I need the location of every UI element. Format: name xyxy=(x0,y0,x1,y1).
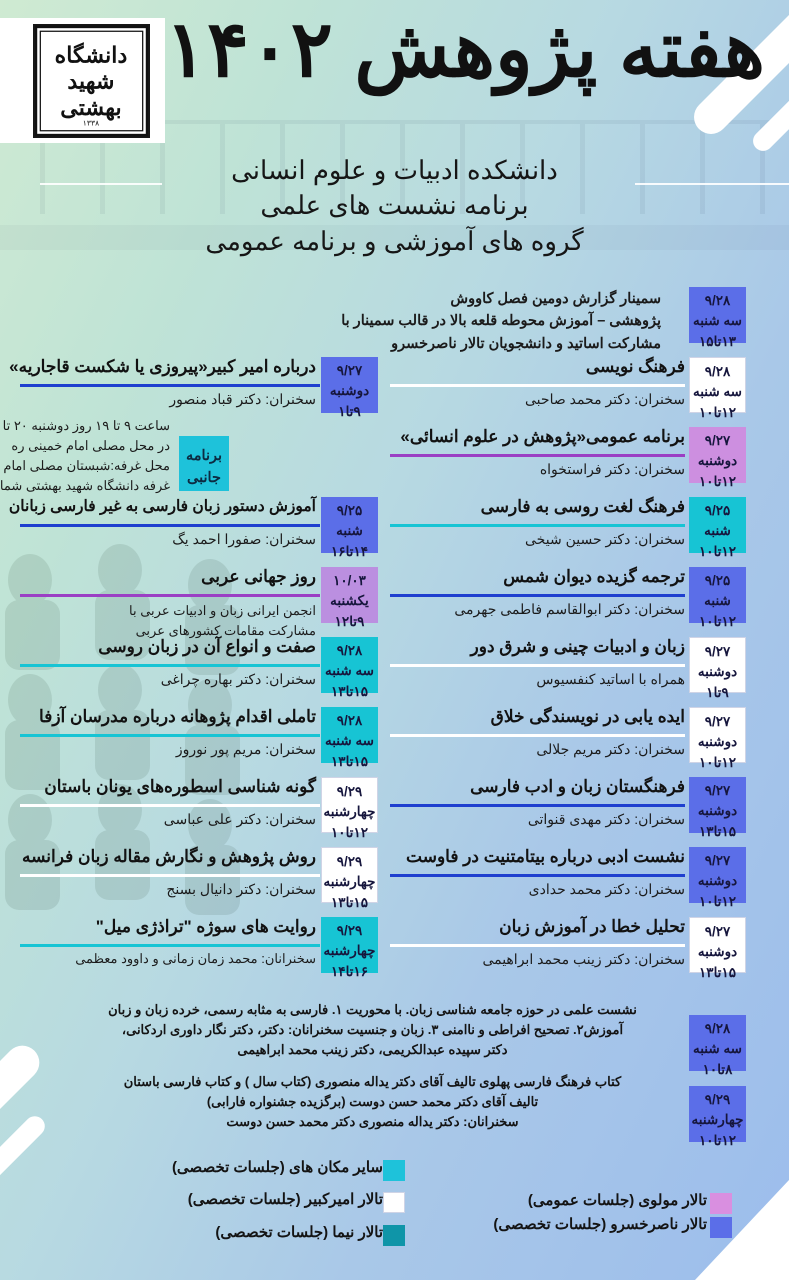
svg-text:بهشتی: بهشتی xyxy=(60,95,121,121)
svg-text:دانشگاه: دانشگاه xyxy=(55,42,128,68)
svg-text:۱۳۳۸: ۱۳۳۸ xyxy=(83,118,100,127)
svg-text:شهید: شهید xyxy=(67,69,114,95)
